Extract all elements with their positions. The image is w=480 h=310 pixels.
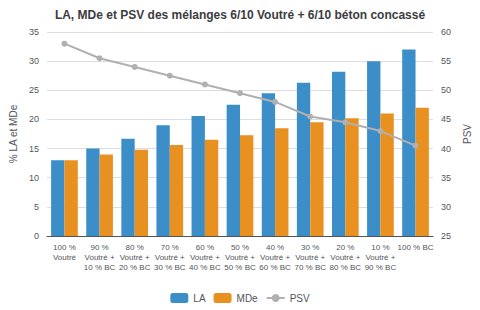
- svg-text:90 %: 90 %: [90, 243, 108, 252]
- svg-text:80 % BC: 80 % BC: [330, 263, 362, 272]
- svg-text:Voutré +: Voutré +: [155, 253, 185, 262]
- svg-text:% LA et MDe: % LA et MDe: [8, 104, 19, 163]
- svg-text:50 % BC: 50 % BC: [224, 263, 256, 272]
- svg-text:55: 55: [441, 56, 451, 66]
- svg-text:60: 60: [441, 27, 451, 37]
- svg-text:45: 45: [441, 114, 451, 124]
- svg-text:LA, MDe et PSV des mélanges 6/: LA, MDe et PSV des mélanges 6/10 Voutré …: [55, 8, 426, 22]
- svg-text:20 % BC: 20 % BC: [119, 263, 151, 272]
- svg-text:PSV: PSV: [290, 293, 310, 304]
- svg-text:25: 25: [29, 85, 39, 95]
- svg-text:70 % BC: 70 % BC: [294, 263, 326, 272]
- svg-text:20: 20: [29, 114, 39, 124]
- svg-text:50 %: 50 %: [231, 243, 249, 252]
- svg-text:Voutré +: Voutré +: [120, 253, 150, 262]
- svg-text:0: 0: [34, 231, 39, 241]
- svg-text:PSV: PSV: [462, 124, 473, 144]
- svg-text:10 %: 10 %: [371, 243, 389, 252]
- svg-text:15: 15: [29, 144, 39, 154]
- svg-text:25: 25: [441, 231, 451, 241]
- svg-text:Voutré +: Voutré +: [225, 253, 255, 262]
- svg-text:35: 35: [441, 173, 451, 183]
- svg-text:90 % BC: 90 % BC: [365, 263, 397, 272]
- svg-text:20 %: 20 %: [336, 243, 354, 252]
- svg-text:50: 50: [441, 85, 451, 95]
- svg-text:40 % BC: 40 % BC: [189, 263, 221, 272]
- svg-text:30 %: 30 %: [301, 243, 319, 252]
- svg-text:Voutré +: Voutré +: [85, 253, 115, 262]
- svg-text:MDe: MDe: [237, 293, 259, 304]
- svg-text:60 %: 60 %: [196, 243, 214, 252]
- svg-text:100 % BC: 100 % BC: [398, 243, 434, 252]
- svg-text:40 %: 40 %: [266, 243, 284, 252]
- svg-text:Voutré +: Voutré +: [365, 253, 395, 262]
- svg-text:Voutré +: Voutré +: [295, 253, 325, 262]
- svg-text:5: 5: [34, 202, 39, 212]
- svg-text:35: 35: [29, 27, 39, 37]
- svg-text:Voutré: Voutré: [53, 253, 77, 262]
- svg-text:60 % BC: 60 % BC: [259, 263, 291, 272]
- svg-text:30: 30: [29, 56, 39, 66]
- svg-text:10 % BC: 10 % BC: [84, 263, 116, 272]
- svg-text:Voutré +: Voutré +: [330, 253, 360, 262]
- svg-text:10: 10: [29, 173, 39, 183]
- svg-text:100 %: 100 %: [53, 243, 76, 252]
- svg-text:Voutré +: Voutré +: [190, 253, 220, 262]
- svg-text:80 %: 80 %: [126, 243, 144, 252]
- svg-text:40: 40: [441, 144, 451, 154]
- svg-text:70 %: 70 %: [161, 243, 179, 252]
- svg-text:30: 30: [441, 202, 451, 212]
- svg-text:LA: LA: [193, 293, 206, 304]
- svg-text:30 % BC: 30 % BC: [154, 263, 186, 272]
- svg-text:Voutré +: Voutré +: [260, 253, 290, 262]
